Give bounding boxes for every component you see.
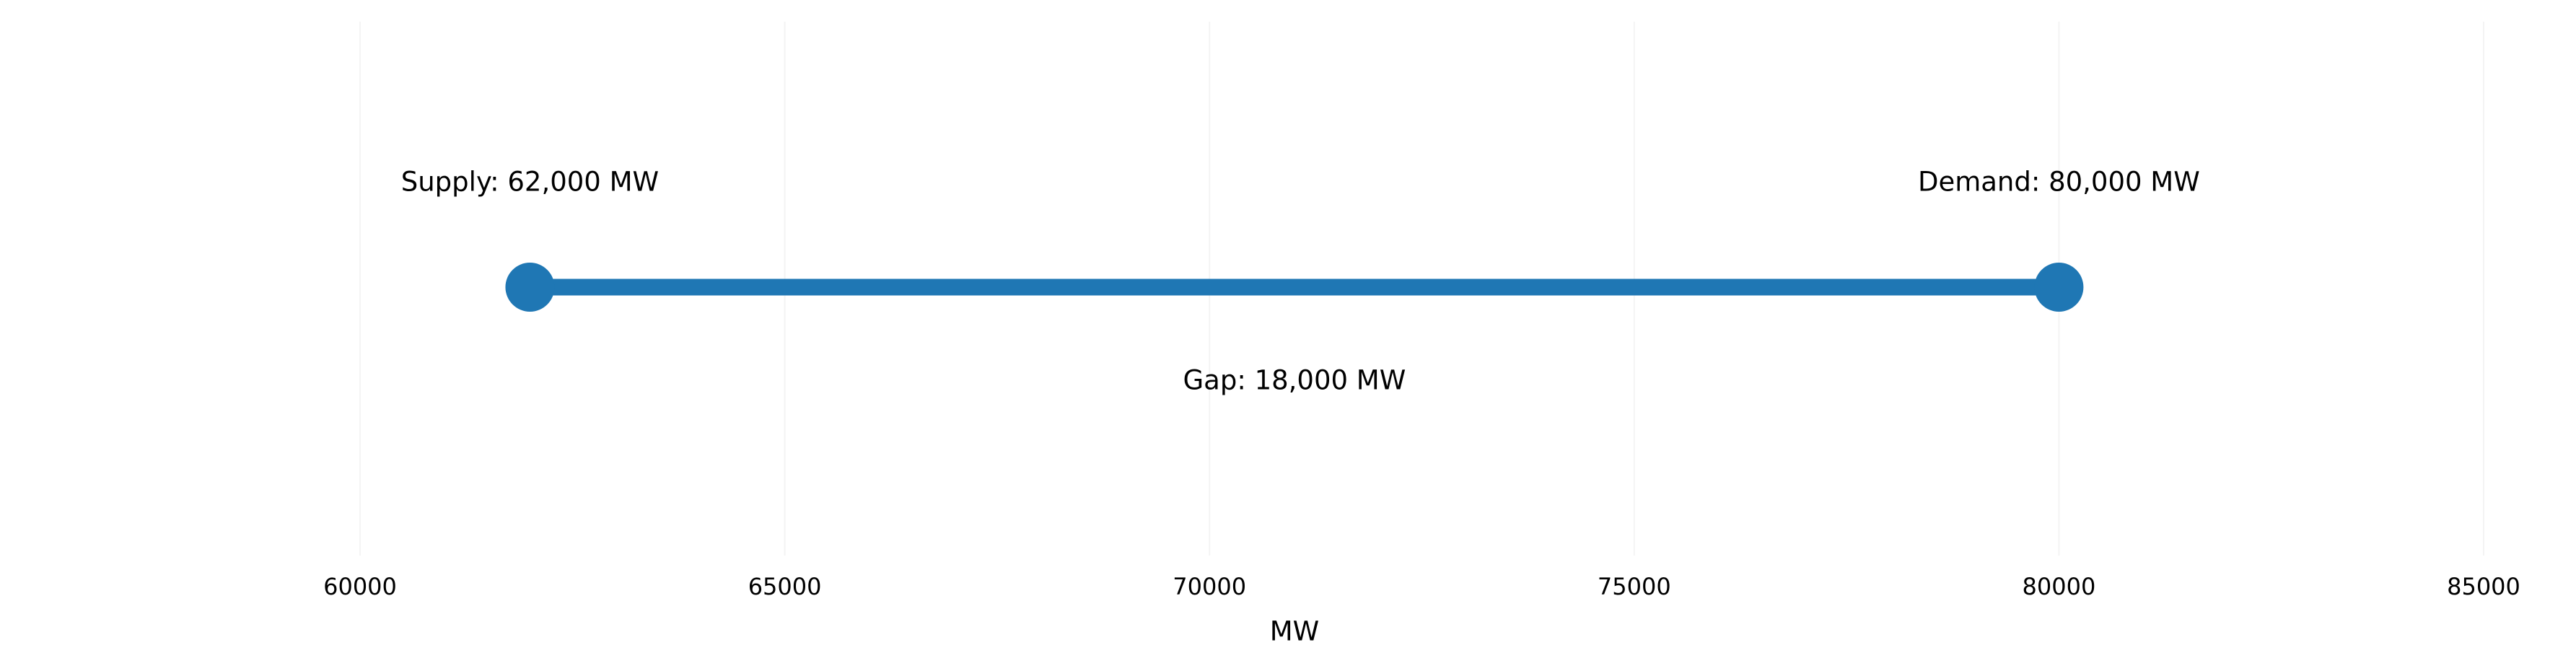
dot bbox=[2034, 263, 2084, 312]
x-tick-label: 65000 bbox=[748, 573, 822, 600]
x-tick-label: 85000 bbox=[2447, 573, 2520, 600]
x-axis-label: MW bbox=[1270, 616, 1320, 647]
dot bbox=[505, 263, 555, 312]
x-tick-label: 60000 bbox=[323, 573, 397, 600]
value-label: Supply: 62,000 MW bbox=[401, 167, 659, 198]
x-tick-label: 75000 bbox=[1598, 573, 1671, 600]
gap-label: Gap: 18,000 MW bbox=[1183, 365, 1406, 396]
value-label: Demand: 80,000 MW bbox=[1918, 167, 2200, 198]
x-tick-label: 70000 bbox=[1173, 573, 1246, 600]
x-tick-label: 80000 bbox=[2023, 573, 2096, 600]
